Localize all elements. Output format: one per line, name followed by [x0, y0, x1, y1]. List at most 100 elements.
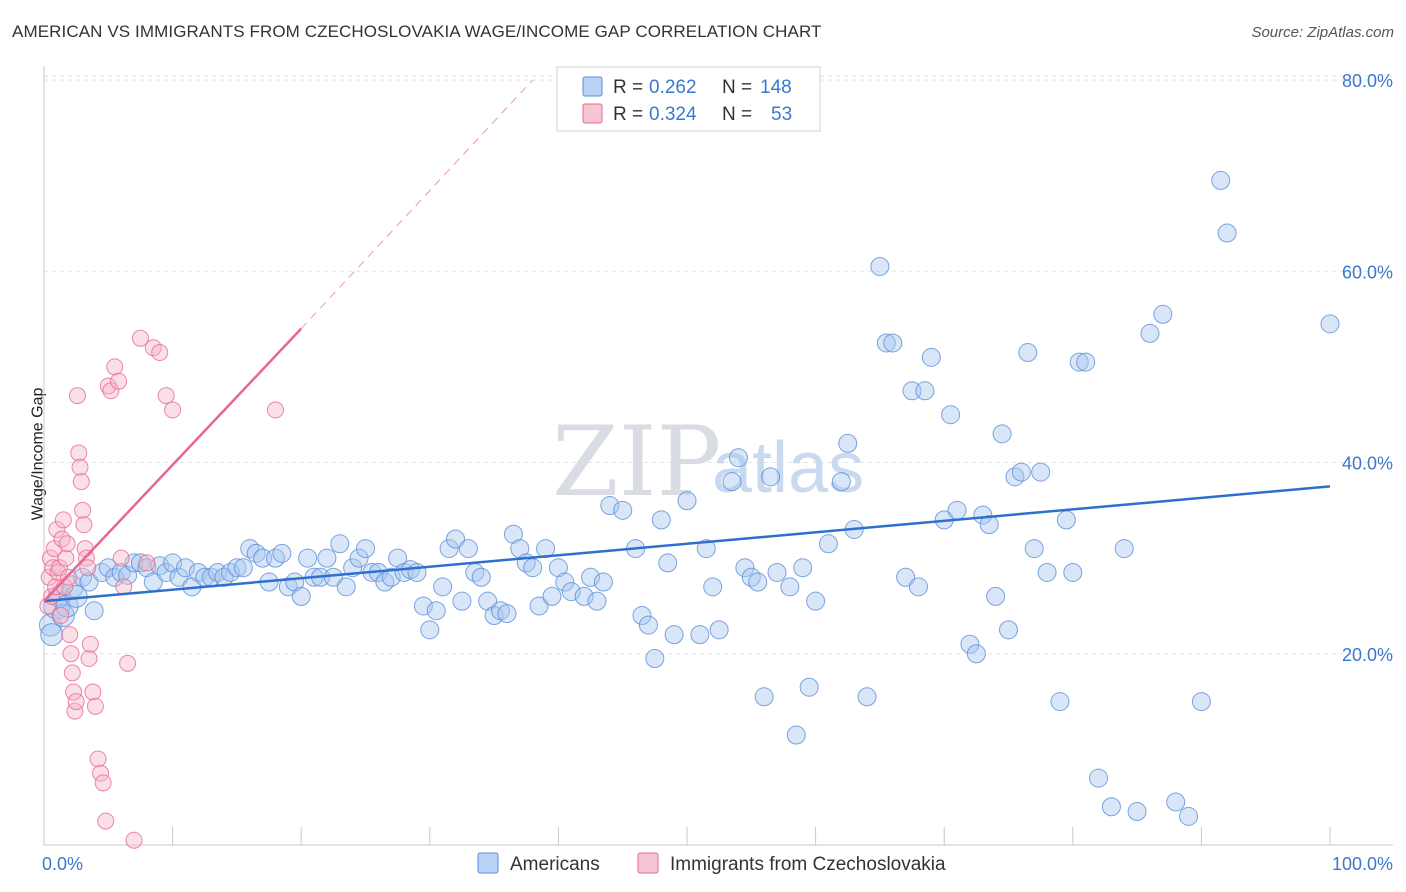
point: [1320, 314, 1340, 334]
point: [420, 620, 440, 640]
chart-title: AMERICAN VS IMMIGRANTS FROM CZECHOSLOVAK…: [12, 22, 822, 41]
point: [574, 586, 594, 606]
legend-bottom-americans: Americans: [510, 854, 600, 875]
point: [84, 601, 104, 621]
point: [157, 387, 175, 405]
point: [233, 558, 253, 578]
point: [99, 377, 117, 395]
point: [497, 604, 517, 624]
legend-n-label-0: N =: [722, 77, 752, 98]
point: [1211, 170, 1231, 190]
point: [921, 347, 941, 367]
legend-n-value-0: 148: [760, 77, 792, 98]
trend-line-extension: [300, 79, 534, 330]
point: [70, 444, 88, 462]
point: [63, 664, 81, 682]
point: [529, 596, 549, 616]
point: [947, 500, 967, 520]
point: [52, 607, 70, 624]
point: [266, 401, 284, 419]
point: [581, 567, 601, 587]
point: [452, 591, 472, 611]
point: [703, 577, 723, 597]
point: [317, 548, 337, 568]
point: [330, 534, 350, 554]
point: [986, 586, 1006, 606]
point: [555, 572, 575, 592]
point: [44, 559, 62, 577]
point: [542, 586, 562, 606]
point: [748, 572, 768, 592]
point: [786, 725, 806, 745]
point: [876, 333, 896, 353]
point: [119, 654, 137, 672]
point: [125, 831, 143, 849]
x-tick-labels: 0.0% 100.0%: [42, 854, 1393, 874]
y-tick-label: 80.0%: [1342, 71, 1393, 91]
chart-source: Source: ZipAtlas.com: [1251, 24, 1394, 41]
y-tick-label: 60.0%: [1342, 262, 1393, 282]
point: [883, 333, 903, 353]
point: [1031, 462, 1051, 482]
point: [356, 539, 375, 559]
legend-r-label-1: R =: [613, 104, 643, 125]
legend-n-label-1: N =: [722, 104, 752, 125]
point: [80, 650, 98, 668]
axes: [43, 66, 1393, 846]
point: [57, 549, 75, 567]
point: [163, 553, 183, 573]
point: [97, 812, 115, 830]
point: [349, 548, 369, 568]
point: [54, 511, 72, 529]
point: [677, 491, 697, 511]
point: [47, 578, 65, 596]
point: [118, 565, 138, 585]
point: [838, 433, 858, 453]
point: [780, 577, 800, 597]
point: [48, 520, 66, 538]
point: [638, 615, 658, 635]
point: [632, 606, 652, 625]
point: [138, 554, 156, 572]
point: [1153, 304, 1173, 324]
x-tick-label-max: 100.0%: [1332, 854, 1393, 874]
y-tick-labels: 20.0% 40.0% 60.0% 80.0%: [1342, 71, 1393, 665]
watermark-zip: ZIP: [552, 406, 721, 518]
point: [74, 501, 92, 519]
series-immigrants: [39, 329, 284, 849]
point: [72, 473, 90, 491]
point: [908, 577, 928, 597]
point: [754, 687, 774, 707]
point: [896, 567, 916, 587]
point: [1191, 692, 1211, 712]
point: [110, 372, 128, 390]
point: [709, 620, 729, 640]
legend-bottom-immigrants: Immigrants from Czechoslovakia: [670, 854, 946, 875]
point: [164, 401, 182, 419]
point: [818, 534, 838, 554]
legend-n-value-1: 53: [771, 104, 792, 125]
point: [92, 764, 110, 782]
point: [973, 505, 993, 525]
point: [870, 256, 890, 276]
point: [478, 591, 498, 611]
point: [696, 539, 716, 559]
point: [86, 697, 104, 715]
legend-bottom-swatch-immigrants: [637, 852, 659, 874]
point: [94, 774, 112, 792]
point: [1056, 510, 1076, 530]
point: [761, 467, 781, 487]
point: [61, 626, 79, 644]
point: [439, 539, 459, 559]
point: [1101, 797, 1121, 817]
point: [458, 539, 478, 559]
point: [767, 562, 787, 582]
point: [799, 677, 819, 697]
legend-top-swatch-immigrants: [582, 103, 603, 124]
legend-r-value-1: 0.324: [649, 104, 697, 125]
point: [426, 601, 446, 621]
legend-bottom: Americans Immigrants from Czechoslovakia: [477, 852, 946, 875]
point: [587, 591, 607, 611]
point: [561, 582, 581, 602]
point: [106, 358, 124, 376]
